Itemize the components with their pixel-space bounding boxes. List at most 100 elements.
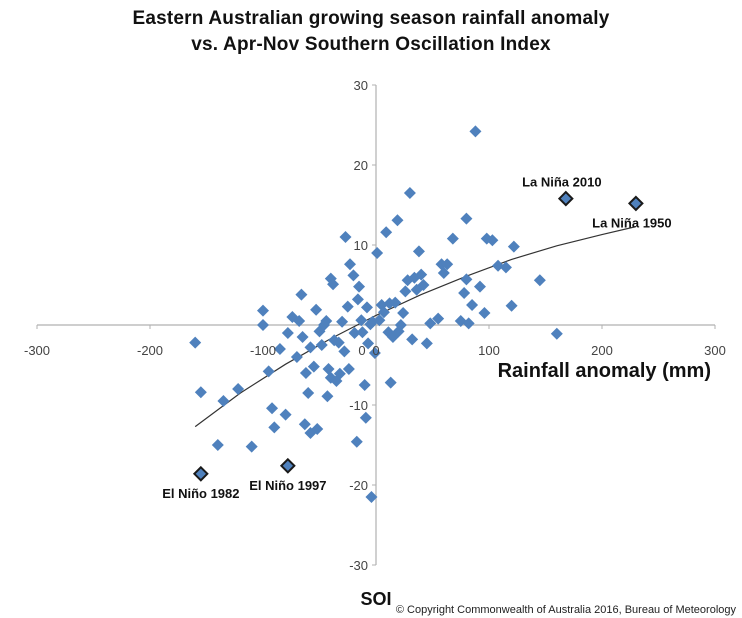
data-point bbox=[189, 336, 202, 349]
data-point bbox=[358, 379, 371, 391]
data-point bbox=[266, 402, 279, 415]
y-tick-label: 10 bbox=[354, 238, 368, 253]
data-point bbox=[296, 331, 309, 343]
data-point bbox=[321, 390, 334, 403]
data-point bbox=[268, 421, 281, 434]
data-point bbox=[437, 267, 450, 279]
data-point bbox=[365, 491, 378, 503]
data-point bbox=[295, 288, 308, 301]
data-point bbox=[412, 245, 425, 258]
data-point bbox=[424, 317, 437, 330]
data-point bbox=[377, 306, 390, 319]
data-point bbox=[298, 418, 311, 431]
axes bbox=[36, 84, 716, 566]
data-point bbox=[350, 435, 363, 448]
data-point bbox=[417, 279, 430, 291]
data-point bbox=[310, 303, 323, 316]
data-point bbox=[281, 327, 294, 339]
data-point bbox=[394, 319, 407, 331]
data-point bbox=[469, 125, 482, 138]
data-point bbox=[403, 187, 416, 199]
data-point bbox=[332, 336, 345, 349]
highlighted-point bbox=[192, 465, 209, 482]
data-point bbox=[327, 278, 340, 291]
data-point bbox=[211, 439, 224, 451]
data-point bbox=[460, 212, 473, 225]
data-point bbox=[420, 337, 433, 350]
y-axis-title: SOI bbox=[360, 589, 391, 609]
data-point bbox=[432, 312, 445, 325]
data-point bbox=[359, 411, 372, 424]
highlighted-points: La Niña 2010 La Niña 1950 El Niño 1982 El N… bbox=[162, 175, 671, 501]
data-point bbox=[466, 299, 479, 311]
data-point bbox=[299, 367, 312, 379]
data-point bbox=[492, 259, 505, 272]
x-tick-label: 100 bbox=[478, 343, 500, 358]
point-annotation: La Niña 2010 bbox=[522, 175, 602, 190]
data-point bbox=[462, 317, 475, 330]
chart-title-line-1: Eastern Australian growing season rainfa… bbox=[132, 8, 610, 29]
data-point bbox=[355, 314, 368, 327]
data-point bbox=[360, 301, 373, 314]
y-tick-label: -20 bbox=[349, 478, 368, 493]
data-point bbox=[380, 226, 393, 239]
data-point bbox=[262, 365, 275, 378]
data-point bbox=[341, 300, 354, 313]
data-point bbox=[460, 273, 473, 286]
data-point bbox=[406, 333, 419, 346]
highlighted-point bbox=[627, 195, 644, 212]
data-point bbox=[333, 367, 346, 380]
data-point bbox=[245, 440, 258, 453]
data-point bbox=[486, 234, 499, 247]
data-point bbox=[257, 319, 269, 331]
data-point bbox=[322, 363, 335, 375]
x-axis-title: Rainfall anomaly (mm) bbox=[498, 360, 711, 382]
y-tick-label: 20 bbox=[354, 158, 368, 173]
data-point bbox=[441, 258, 454, 271]
data-point bbox=[273, 343, 286, 355]
data-point bbox=[351, 293, 364, 306]
data-point bbox=[505, 299, 518, 312]
data-point bbox=[336, 315, 349, 328]
point-annotation: La Niña 1950 bbox=[592, 215, 672, 230]
highlighted-point bbox=[279, 457, 296, 474]
data-point bbox=[339, 231, 352, 243]
data-point bbox=[344, 258, 357, 271]
data-point bbox=[415, 268, 428, 281]
data-point bbox=[397, 307, 410, 319]
data-point bbox=[311, 423, 324, 435]
chart-title-line-2: vs. Apr-Nov Southern Oscillation Index bbox=[191, 34, 551, 55]
data-point bbox=[499, 261, 512, 274]
data-point bbox=[368, 347, 381, 359]
y-tick-label: 30 bbox=[354, 78, 368, 93]
x-tick-label: 300 bbox=[704, 343, 726, 358]
data-point bbox=[550, 327, 563, 340]
data-point bbox=[373, 314, 386, 327]
highlighted-point bbox=[557, 190, 574, 207]
data-point bbox=[391, 214, 404, 227]
data-point bbox=[362, 337, 375, 350]
data-point bbox=[307, 360, 320, 373]
y-tick-label: -10 bbox=[349, 398, 368, 413]
data-point bbox=[342, 363, 355, 375]
data-point bbox=[348, 327, 361, 339]
data-point bbox=[338, 345, 351, 358]
point-annotation: El Niño 1997 bbox=[249, 478, 326, 493]
data-point bbox=[257, 304, 269, 317]
data-point bbox=[315, 339, 328, 351]
data-point bbox=[320, 315, 333, 327]
data-point bbox=[371, 247, 384, 259]
data-points bbox=[189, 125, 563, 503]
data-point bbox=[279, 408, 292, 421]
x-tick-label: 0 bbox=[372, 343, 379, 358]
data-point bbox=[533, 274, 546, 287]
point-annotation: El Niño 1982 bbox=[162, 486, 239, 501]
data-point bbox=[458, 287, 471, 299]
data-point bbox=[356, 326, 369, 339]
data-point bbox=[473, 280, 486, 293]
copyright-notice: © Copyright Commonwealth of Australia 20… bbox=[395, 604, 736, 616]
x-tick-label: -100 bbox=[250, 343, 276, 358]
x-tick-label: 200 bbox=[591, 343, 613, 358]
